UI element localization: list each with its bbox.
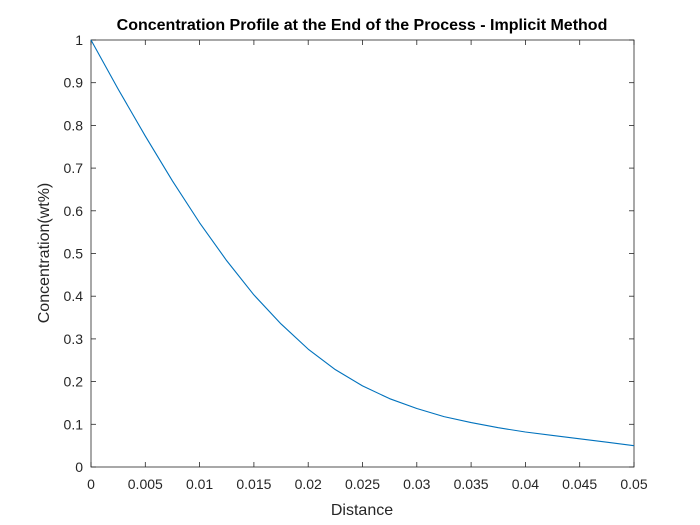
x-tick-label: 0.02 (295, 476, 322, 492)
x-tick-label: 0.035 (454, 476, 489, 492)
y-tick-label: 0.9 (64, 75, 84, 91)
x-tick-label: 0.03 (403, 476, 430, 492)
series-line (90, 39, 635, 447)
axes-box (90, 39, 635, 468)
x-tick-label: 0.015 (236, 476, 271, 492)
x-tick-label: 0.05 (620, 476, 647, 492)
plot-area (90, 39, 635, 468)
y-tick-label: 0.5 (64, 246, 84, 262)
y-tick-label: 1 (75, 32, 83, 48)
series-layer (90, 39, 635, 447)
x-tick-label: 0.045 (562, 476, 597, 492)
y-tick-label: 0.3 (64, 331, 84, 347)
chart-title: Concentration Profile at the End of the … (117, 17, 608, 34)
y-axis-ticks: 0 0.1 0.2 0.3 0.4 0.5 0.6 0.7 0.8 0.9 1 (64, 32, 634, 475)
x-axis-label: Distance (331, 502, 393, 519)
y-tick-label: 0.8 (64, 117, 84, 133)
y-tick-label: 0.1 (64, 416, 84, 432)
x-tick-label: 0 (87, 476, 95, 492)
y-tick-label: 0.7 (64, 160, 84, 176)
y-tick-label: 0.6 (64, 203, 84, 219)
y-tick-label: 0 (75, 459, 83, 475)
x-tick-label: 0.025 (345, 476, 380, 492)
y-tick-label: 0.4 (64, 288, 84, 304)
x-tick-label: 0.01 (186, 476, 213, 492)
x-tick-label: 0.005 (128, 476, 163, 492)
x-tick-label: 0.04 (512, 476, 539, 492)
x-axis-ticks: 0 0.005 0.01 0.015 0.02 0.025 0.03 0.035 0.04 0.0… (87, 40, 648, 492)
y-axis-label: Concentration(wt%) (36, 183, 53, 324)
y-tick-label: 0.2 (64, 374, 84, 390)
